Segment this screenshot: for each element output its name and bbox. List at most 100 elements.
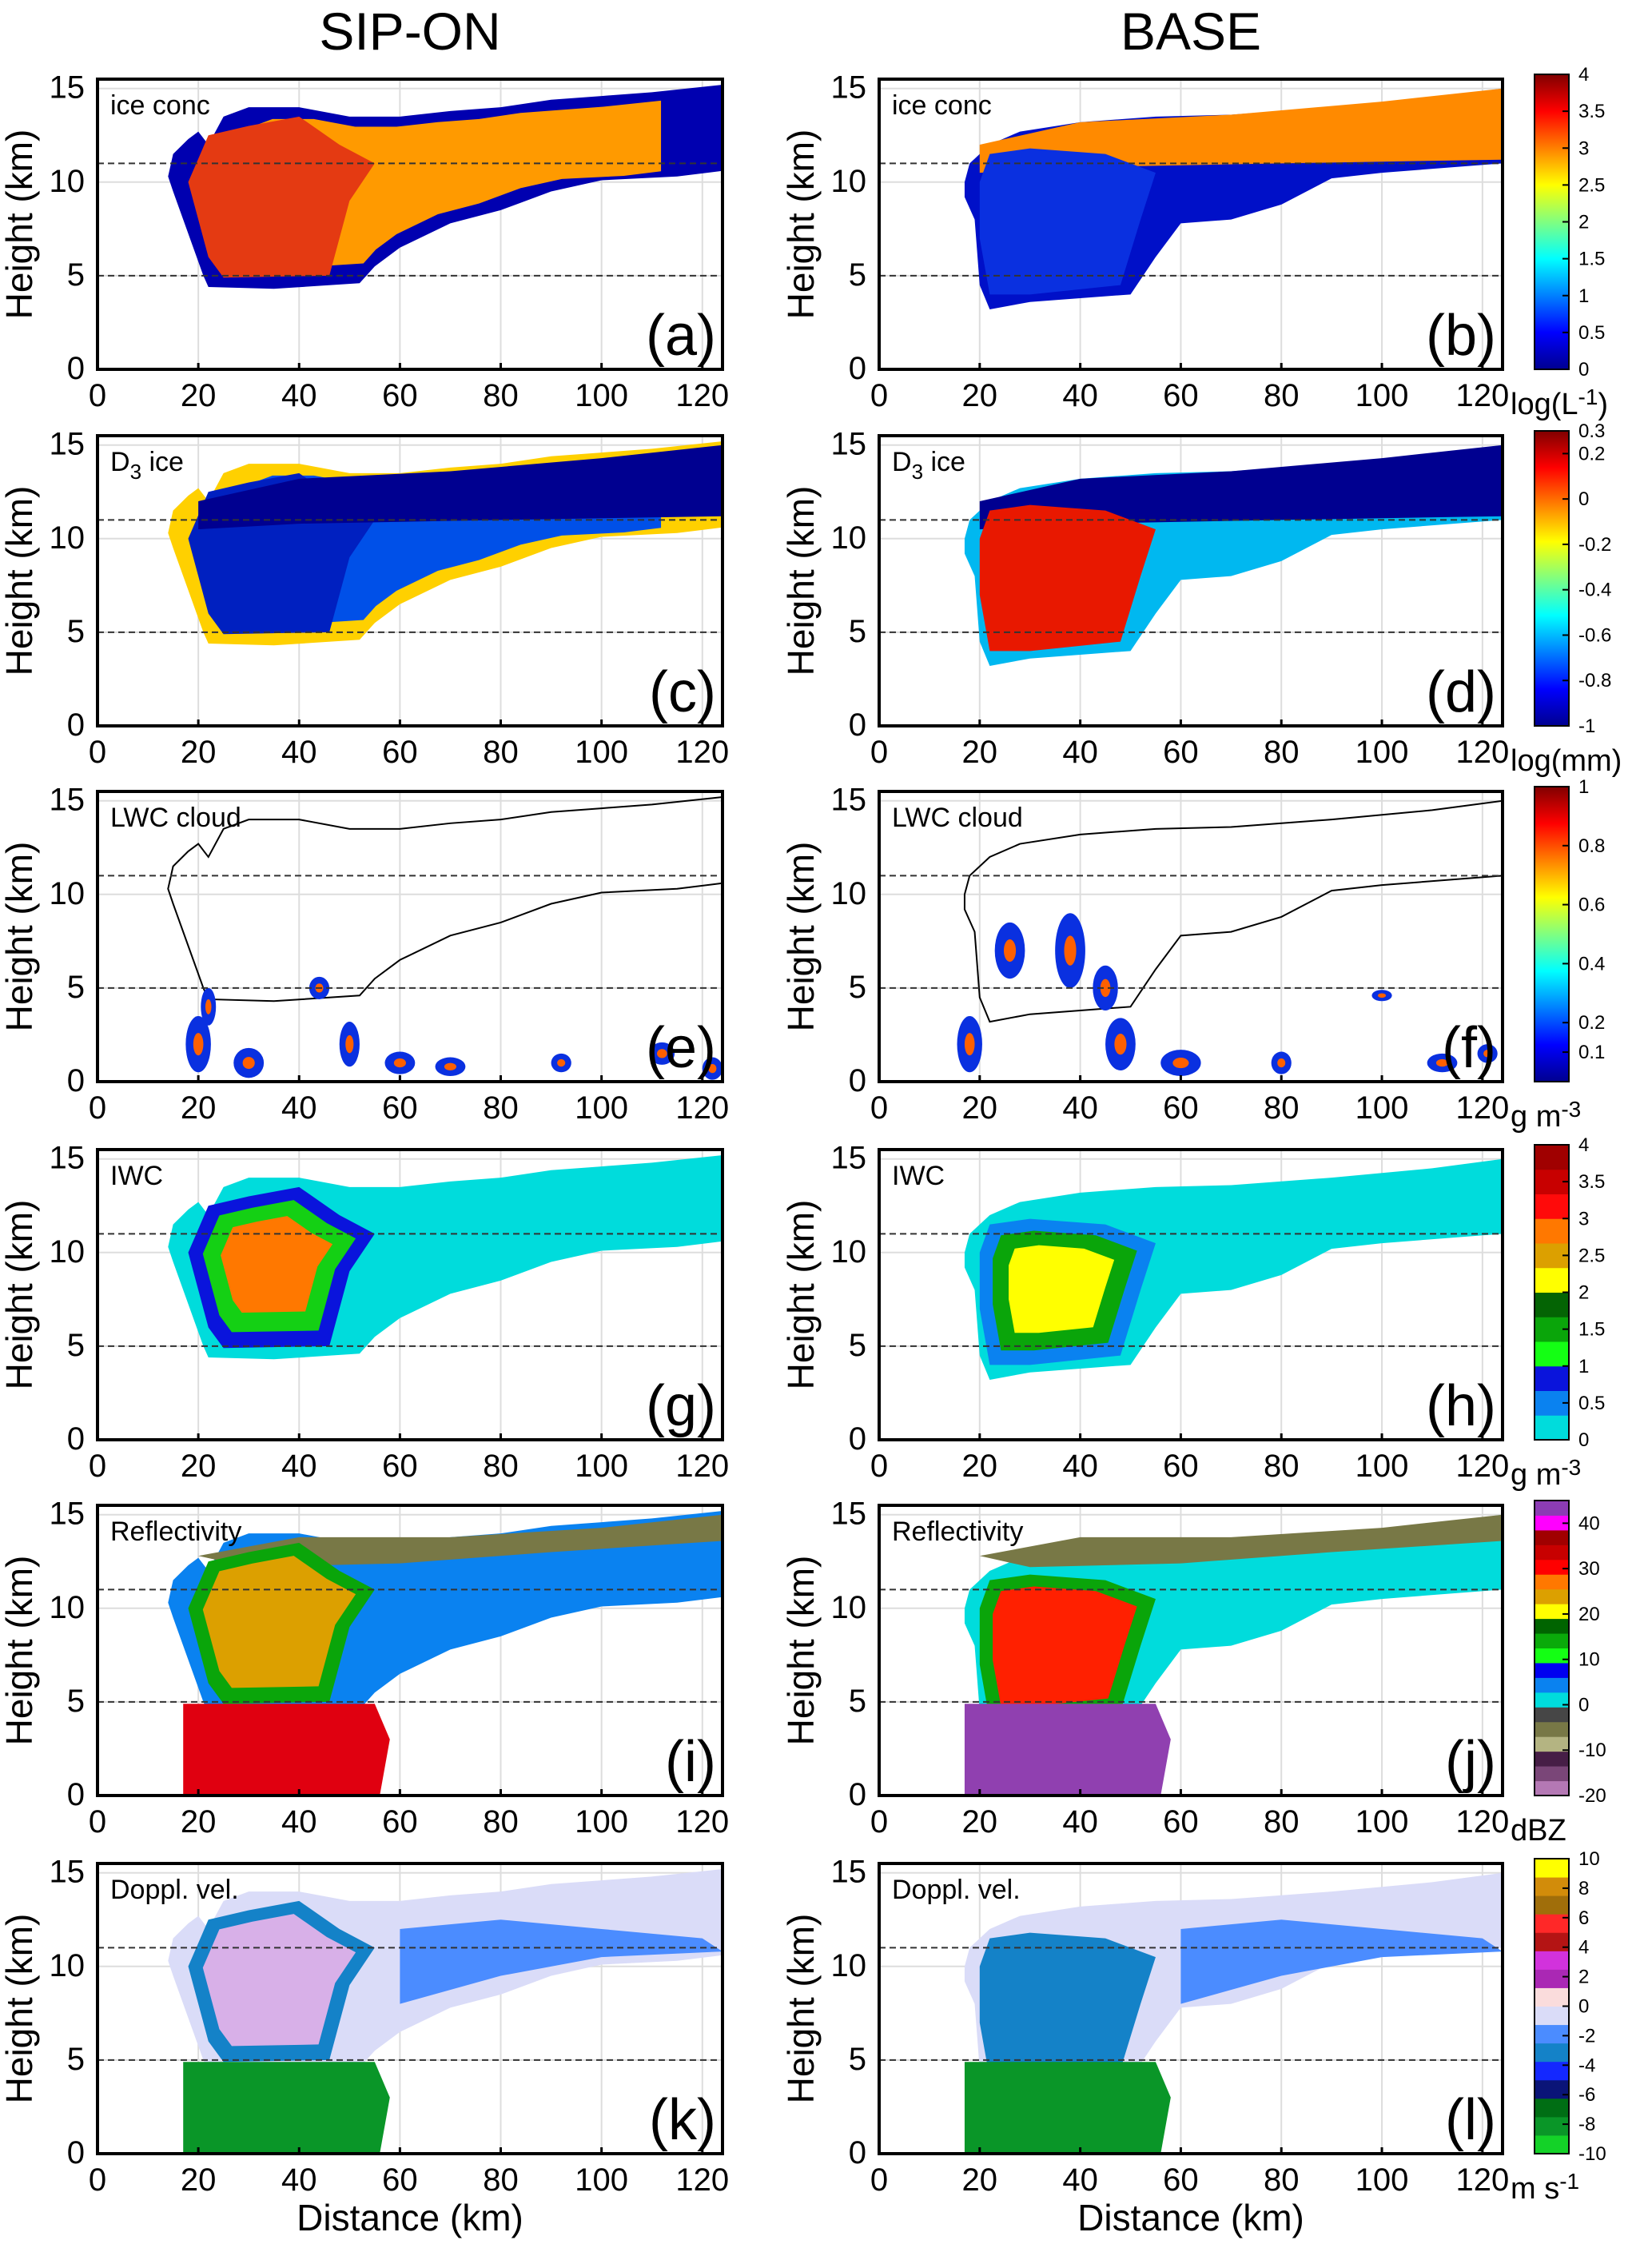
colorbar-swatch xyxy=(1535,1766,1569,1782)
variable-label: ice conc xyxy=(892,90,992,121)
x-tick-label: 120 xyxy=(675,1804,729,1839)
field-region xyxy=(979,444,1503,530)
x-tick-label: 40 xyxy=(1062,378,1098,413)
panel-l: 0 20 40 60 80 100 120 0 5 10 15 Height (km) Doppl. v… xyxy=(780,1855,1509,2198)
x-tick-label: 20 xyxy=(962,2162,998,2198)
lwc-blob-core xyxy=(242,1057,255,1070)
lwc-blob-core xyxy=(1172,1058,1189,1069)
y-tick-label: 0 xyxy=(849,2135,866,2170)
variable-label: IWC xyxy=(892,1161,945,1191)
x-tick-label: 100 xyxy=(1355,1090,1409,1126)
field-region xyxy=(979,1932,1156,2079)
lwc-blob-core xyxy=(557,1058,566,1067)
field-region xyxy=(993,1586,1137,1707)
colorbar-swatch xyxy=(1535,1145,1569,1170)
field-layer xyxy=(168,441,723,646)
panel-d: 0 20 40 60 80 100 120 0 5 10 15 Height (km) D3 ice (d… xyxy=(780,427,1509,770)
unit-base: g m xyxy=(1511,1100,1561,1134)
x-tick-label: 120 xyxy=(675,1090,729,1126)
colorbar-tick-label: 2 xyxy=(1578,1967,1589,1988)
unit-base: g m xyxy=(1511,1458,1561,1492)
y-tick-label: 0 xyxy=(849,1063,866,1098)
y-tick-label: 0 xyxy=(849,1777,866,1812)
variable-label: Doppl. vel. xyxy=(110,1875,239,1905)
y-tick-label: 5 xyxy=(849,257,866,293)
colorbar-swatch xyxy=(1535,1951,1569,1970)
field-region xyxy=(400,1919,723,2004)
colorbar-tick-label: 20 xyxy=(1578,1604,1600,1625)
unit-end: ) xyxy=(1598,388,1608,421)
panel-letter: (a) xyxy=(646,304,716,368)
x-tick-label: 20 xyxy=(962,378,998,413)
x-tick-label: 80 xyxy=(483,735,519,770)
colorbar-tick-label: 2 xyxy=(1578,212,1589,233)
axes-frame xyxy=(878,1504,1504,1797)
colorbar-tick-label: 0 xyxy=(1578,359,1589,381)
x-tick-label: 0 xyxy=(89,2162,106,2198)
colorbar-tick-label: 0.4 xyxy=(1578,953,1605,975)
y-tick-label: 15 xyxy=(831,1855,867,1890)
x-tick-label: 100 xyxy=(1355,2162,1409,2198)
y-tick-label: 0 xyxy=(849,707,866,743)
panel-letter: (f) xyxy=(1442,1016,1496,1080)
colorbar-swatch xyxy=(1535,1707,1569,1723)
colorbar-swatch xyxy=(1535,1604,1569,1620)
colorbar-swatch xyxy=(1535,1751,1569,1767)
lwc-blob-core xyxy=(657,1049,667,1058)
colorbar-frame xyxy=(1534,786,1570,1082)
field-layer xyxy=(964,1158,1503,1381)
variable-label: LWC cloud xyxy=(110,803,241,833)
column-title-sip-on: SIP-ON xyxy=(319,2,500,61)
x-tick-label: 0 xyxy=(870,1449,888,1484)
x-tick-label: 20 xyxy=(181,2162,217,2198)
y-tick-label: 0 xyxy=(67,351,85,386)
x-tick-label: 40 xyxy=(1062,1804,1098,1839)
field-region xyxy=(183,1704,390,1796)
colorbar-unit: dBZ xyxy=(1511,1814,1566,1847)
colorbar-unit: g m-3 xyxy=(1511,1455,1581,1492)
x-tick-label: 40 xyxy=(1062,735,1098,770)
y-tick-label: 5 xyxy=(67,1328,85,1363)
field-layer xyxy=(964,1514,1503,1796)
x-tick-label: 0 xyxy=(89,1804,106,1839)
colorbar-tick-label: 10 xyxy=(1578,1848,1600,1870)
x-tick-label: 0 xyxy=(870,1090,888,1126)
colorbar-swatch xyxy=(1535,1859,1569,1878)
panel-a: 0 20 40 60 80 100 120 0 5 10 15 Height (km) ice conc… xyxy=(0,70,729,413)
y-axis-label: Height (km) xyxy=(780,486,822,676)
colorbar-tick-label: 1 xyxy=(1578,285,1589,307)
colorbar-swatch xyxy=(1535,1501,1569,1516)
colorbar-swatch xyxy=(1535,1194,1569,1219)
colorbar-5: -10 -8 -6 -4 -2 0 2 4 6 8 10 m s-1 xyxy=(1511,1848,1606,2206)
x-tick-label: 80 xyxy=(1264,378,1300,413)
colorbar-tick-label: -0.2 xyxy=(1578,534,1611,556)
x-tick-label: 100 xyxy=(575,1449,628,1484)
x-tick-label: 0 xyxy=(870,1804,888,1839)
field-region xyxy=(1180,1919,1503,2004)
x-tick-label: 120 xyxy=(675,2162,729,2198)
field-layer xyxy=(964,444,1503,667)
unit-base: m s xyxy=(1511,2172,1559,2206)
x-tick-label: 40 xyxy=(281,2162,317,2198)
y-axis-label: Height (km) xyxy=(0,1200,40,1390)
x-tick-label: 80 xyxy=(483,1804,519,1839)
variable-label: D3 ice xyxy=(892,447,965,484)
variable-name: D xyxy=(110,447,130,477)
field-region xyxy=(1009,1245,1115,1333)
x-tick-label: 60 xyxy=(382,1090,418,1126)
colorbar-tick-label: 0 xyxy=(1578,1694,1589,1716)
field-region xyxy=(188,116,375,278)
y-tick-label: 10 xyxy=(831,1590,867,1625)
colorbar-tick-label: 0 xyxy=(1578,1996,1589,2018)
colorbar-tick-label: 0.6 xyxy=(1578,895,1605,916)
x-tick-label: 20 xyxy=(962,1804,998,1839)
colorbar-tick-label: -0.4 xyxy=(1578,580,1611,601)
colorbar-swatch xyxy=(1535,1662,1569,1678)
colorbar-tick-label: 1.5 xyxy=(1578,1319,1605,1341)
colorbar-unit: g m-3 xyxy=(1511,1097,1581,1134)
colorbar-swatch xyxy=(1535,2134,1569,2154)
x-tick-label: 80 xyxy=(1264,735,1300,770)
x-tick-label: 40 xyxy=(281,378,317,413)
x-tick-label: 20 xyxy=(181,378,217,413)
axes-frame xyxy=(96,790,724,1083)
